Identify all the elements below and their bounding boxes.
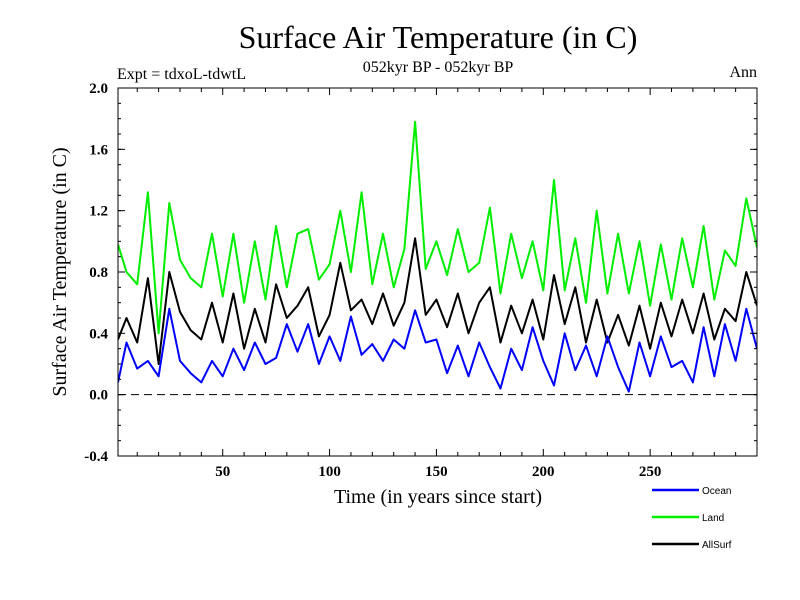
x-tick-label: 250 — [639, 464, 662, 480]
y-tick-label: 0.4 — [89, 326, 108, 342]
period-label: 052kyr BP - 052kyr BP — [363, 59, 514, 76]
plot-frame — [117, 87, 758, 457]
y-tick-label: 1.6 — [89, 142, 108, 158]
chart-title: Surface Air Temperature (in C) — [239, 19, 638, 55]
legend: Ocean Land AllSurf — [652, 486, 732, 551]
series-line-land — [118, 120, 757, 335]
series-line-ocean — [118, 307, 757, 393]
legend-label-land: Land — [702, 513, 724, 524]
x-axis-label: Time (in years since start) — [334, 486, 542, 508]
legend-label-allsurf: AllSurf — [702, 540, 732, 551]
series-line-allsurf — [118, 237, 757, 365]
y-tick-label: 0.8 — [89, 265, 108, 281]
y-tick-label: 0.0 — [89, 388, 108, 404]
x-tick-label: 100 — [318, 464, 341, 480]
experiment-label: Expt = tdxoL-tdwtL — [117, 66, 246, 83]
axis-layer: 50 100 150 200 250 -0.4 0.0 0.4 0.8 1.2 1.6 2.0 — [84, 81, 757, 480]
y-tick-label: 1.2 — [89, 204, 108, 220]
season-label: Ann — [729, 64, 757, 81]
x-tick-label: 50 — [215, 464, 230, 480]
legend-label-ocean: Ocean — [702, 486, 731, 497]
y-tick-label: -0.4 — [84, 449, 108, 465]
y-axis-label: Surface Air Temperature (in C) — [49, 147, 71, 396]
y-tick-label: 2.0 — [89, 81, 108, 97]
series-layer — [118, 120, 757, 393]
x-tick-label: 200 — [532, 464, 555, 480]
x-tick-label: 150 — [425, 464, 448, 480]
